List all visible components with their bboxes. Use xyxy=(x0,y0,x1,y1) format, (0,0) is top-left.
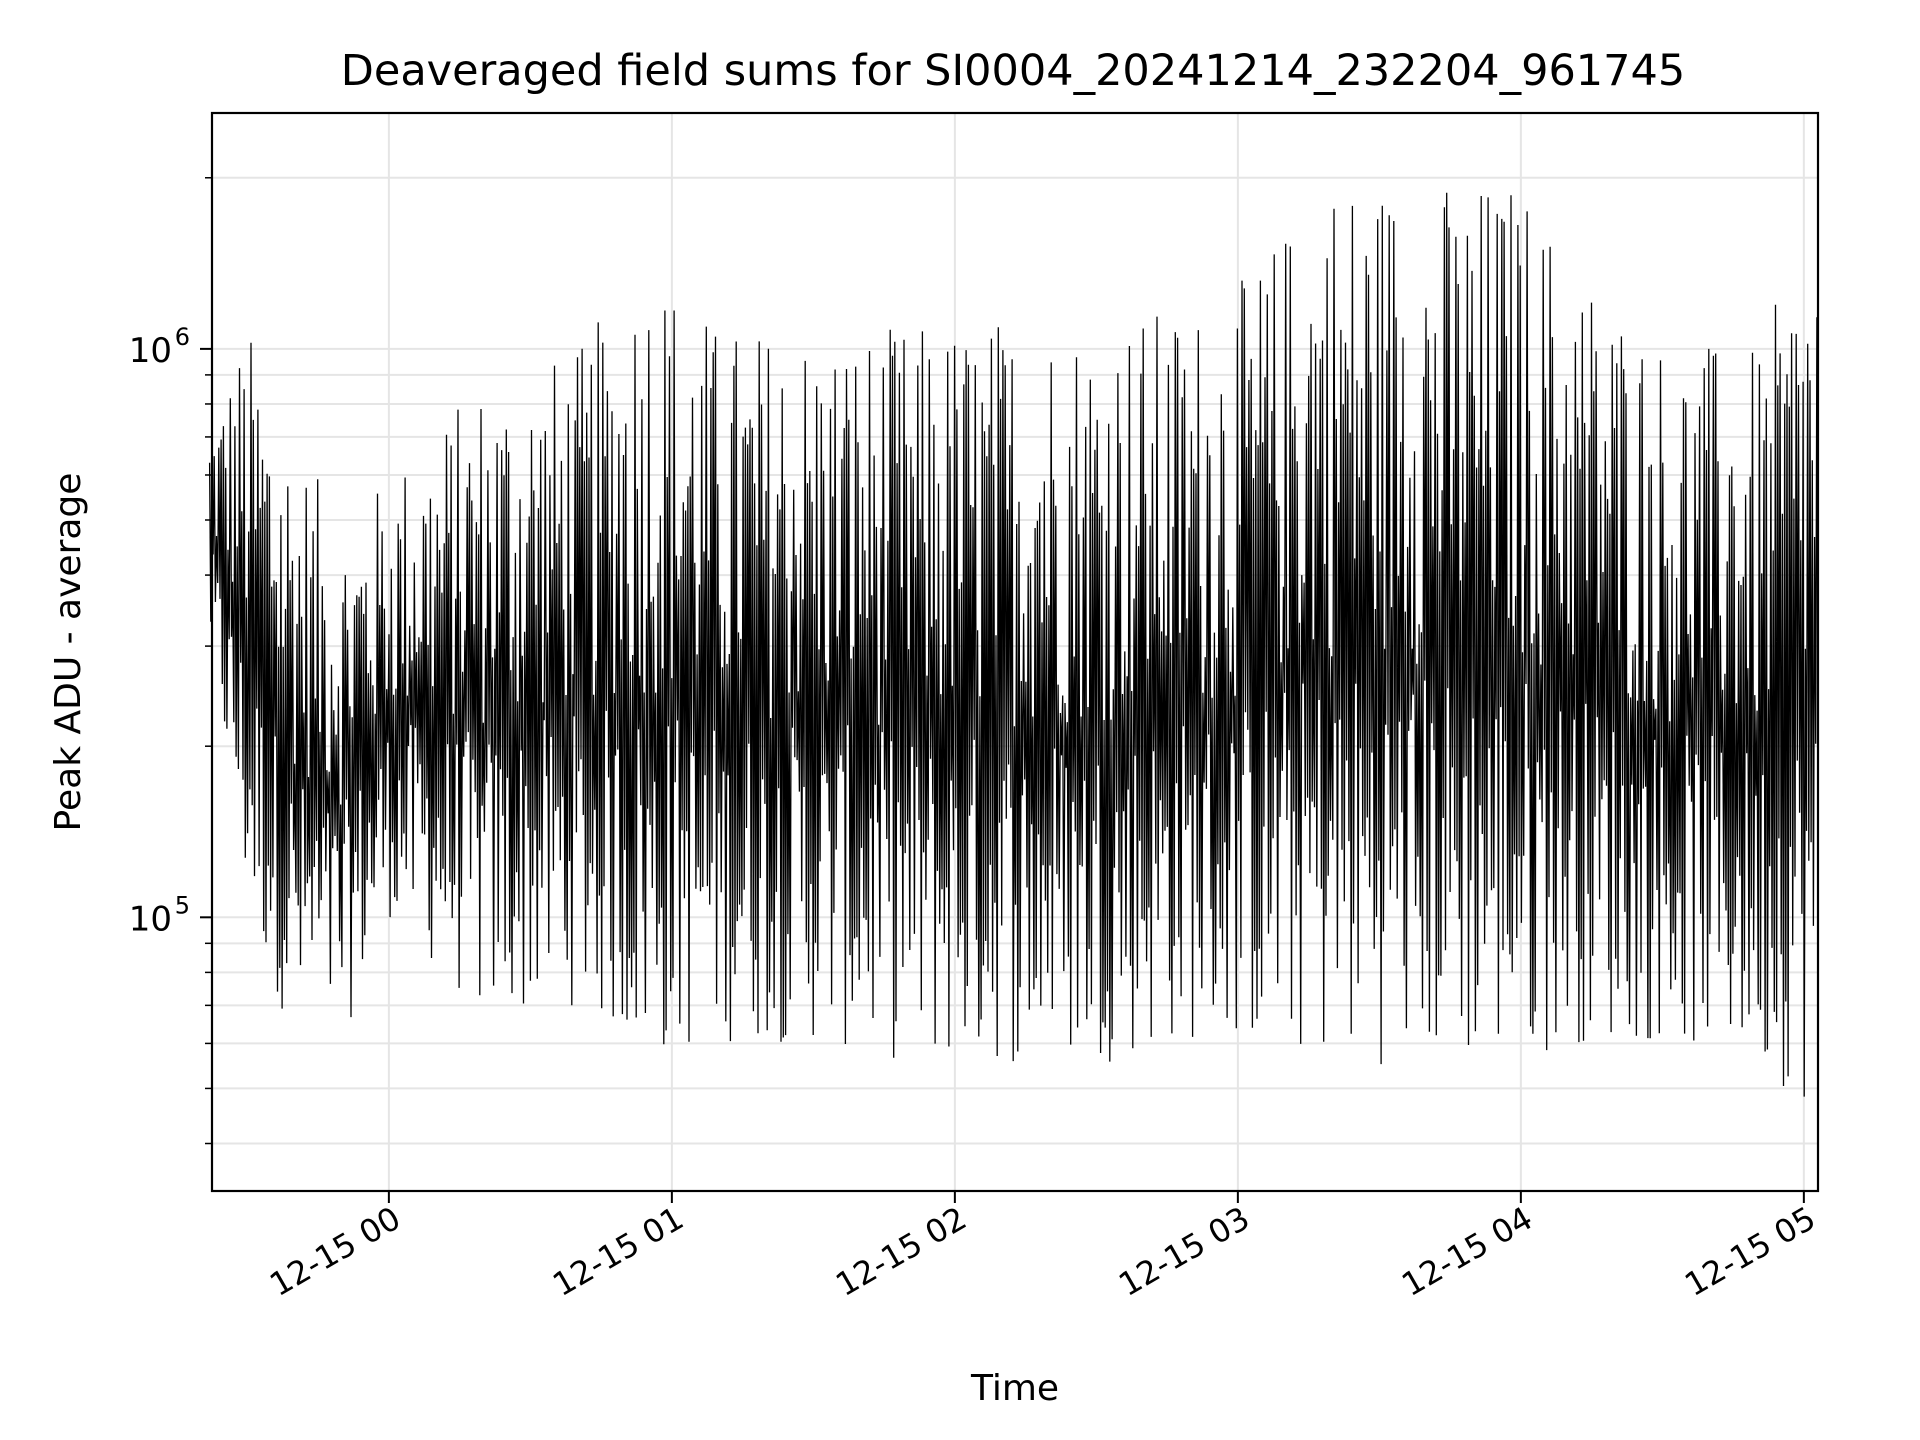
data-series xyxy=(208,192,1819,1097)
y-tick-exponent: 6 xyxy=(175,323,190,351)
y-tick-label: 10 xyxy=(129,331,172,371)
plot-frame xyxy=(210,111,1820,1193)
chart-title: Deaveraged field sums for SI0004_2024121… xyxy=(341,46,1686,96)
y-tick-exponent: 5 xyxy=(175,891,190,919)
series-line xyxy=(208,192,1819,1097)
y-axis-label: Peak ADU - average xyxy=(48,473,89,832)
y-tick-label: 10 xyxy=(129,899,172,939)
x-axis-label: Time xyxy=(970,1368,1059,1409)
